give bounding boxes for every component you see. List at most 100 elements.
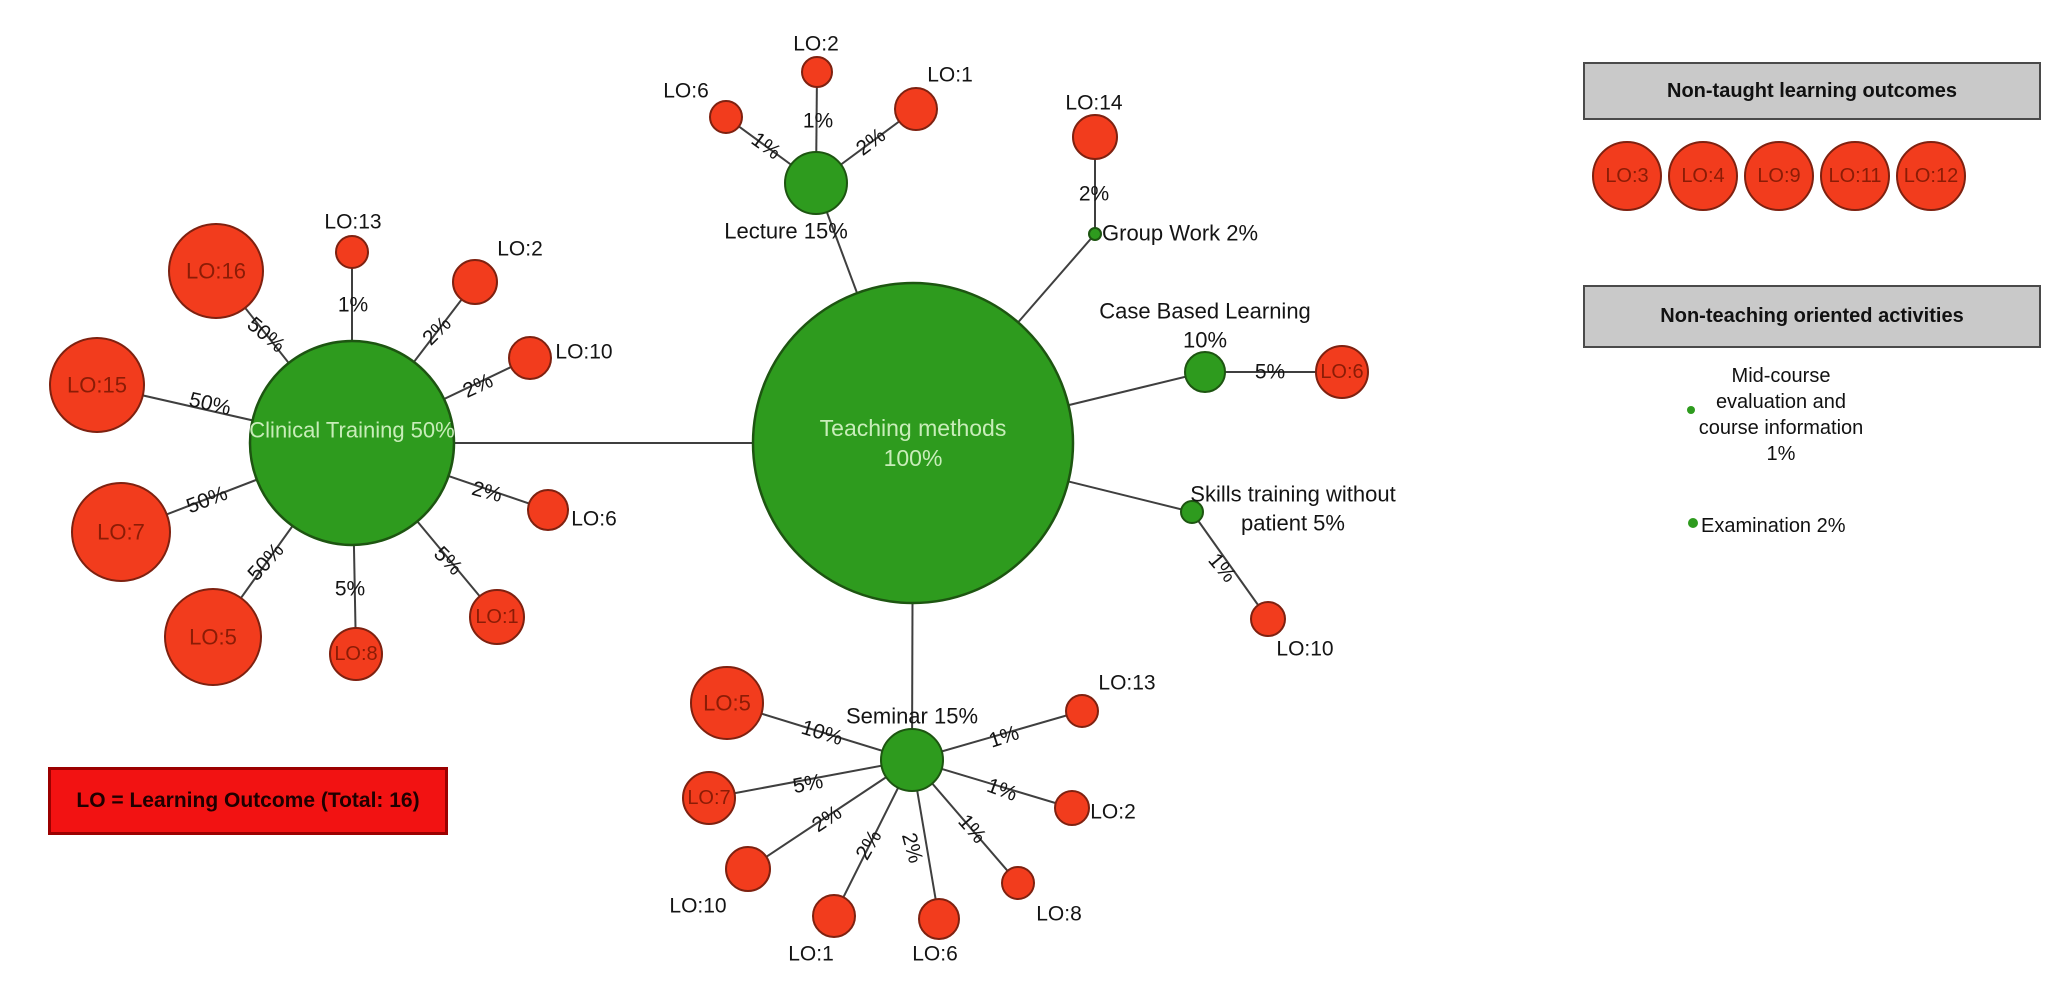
non-taught-lo-circle: LO:3 [1592,141,1662,211]
label-ct-lo13: LO:13 [324,211,381,234]
edge-label-seminar-sem-lo6: 2% [897,830,927,865]
node-lec-lo1 [894,87,938,131]
edge-label-lecture-lec-lo2: 1% [803,110,833,133]
label-ct-lo15: LO:15 [67,373,127,398]
edge-label-case-based-learning-cbl-lo6: 5% [1255,361,1285,384]
node-teaching-methods [751,281,1075,605]
edge-label-seminar-sem-lo13: 1% [986,721,1022,752]
edge-label-seminar-sem-lo5: 10% [799,716,846,750]
node-ct-lo16 [168,223,264,319]
label-ct-lo7: LO:7 [97,520,145,545]
node-st-lo10 [1250,601,1286,637]
edge-label-skills-training-st-lo10: 1% [1203,549,1240,587]
non-teaching-header: Non-teaching oriented activities [1583,285,2041,348]
node-lec-lo6 [709,100,743,134]
node-sem-lo1 [812,894,856,938]
label-sem-lo2: LO:2 [1090,801,1136,824]
node-sem-lo8 [1001,866,1035,900]
label-sem-lo5: LO:5 [703,691,751,716]
node-ct-lo7 [71,482,171,582]
node-ct-lo5 [164,588,262,686]
label-case-based-learning: Case Based Learning [1099,299,1311,324]
node-ct-lo6 [527,489,569,531]
node-sem-lo10 [725,846,771,892]
label-lec-lo6: LO:6 [663,80,709,103]
edge-label-gw-lo14-group-work: 2% [1079,183,1109,206]
label-lecture: Lecture 15% [724,219,848,244]
label-ct-lo8: LO:8 [334,643,377,665]
node-sem-lo7 [682,771,736,825]
label-sem-lo10: LO:10 [669,895,726,918]
node-group-work [1088,227,1102,241]
edge-label-clinical-training-ct-lo15: 50% [187,388,233,420]
examination-item: Examination 2% [1701,515,1846,537]
edge-skills-training-st-lo10 [1191,511,1269,620]
label-ct-lo16: LO:16 [186,259,246,284]
midcourse-line: Mid-course [1731,365,1831,387]
node-sem-lo5 [690,666,764,740]
node-case-based-learning [1184,351,1226,393]
label-lec-lo2: LO:2 [793,33,839,56]
non-taught-header: Non-taught learning outcomes [1583,62,2041,120]
label-sem-lo8: LO:8 [1036,903,1082,926]
label-lec-lo1: LO:1 [927,64,973,87]
edge-seminar-sem-lo7 [708,759,913,799]
edge-label-seminar-sem-lo1: 2% [851,826,886,864]
midcourse-evaluation-item: Mid-course evaluation and course informa… [1631,363,1931,467]
non-taught-lo-circle: LO:4 [1668,141,1738,211]
node-ct-lo8 [329,627,383,681]
edge-seminar-sem-lo10 [747,759,913,870]
edge-label-lecture-lec-lo6: 1% [747,128,785,164]
node-skills-training [1180,500,1204,524]
edge-label-seminar-sem-lo10: 2% [808,801,846,837]
edge-label-clinical-training-ct-lo13: 1% [338,294,368,317]
label-ct-lo1: LO:1 [475,606,518,628]
midcourse-line: 1% [1766,443,1796,465]
label-cbl-lo6: LO:6 [1320,361,1363,383]
label-ct-lo5: LO:5 [189,625,237,650]
edge-label-clinical-training-ct-lo2: 2% [418,312,456,350]
edge-label-seminar-sem-lo7: 5% [791,770,825,798]
midcourse-line: course information [1698,417,1864,439]
non-taught-lo-circle: LO:12 [1896,141,1966,211]
examination-dot-icon [1688,518,1698,528]
edge-label-clinical-training-ct-lo7: 50% [183,482,230,519]
label-gw-lo14: LO:14 [1065,92,1123,115]
node-cbl-lo6 [1315,345,1369,399]
midcourse-dot-icon [1687,406,1695,414]
edge-label-seminar-sem-lo2: 1% [984,774,1020,806]
non-taught-outcomes-row: LO:3 LO:4 LO:9 LO:11 LO:12 [1592,141,1966,211]
legend-box: LO = Learning Outcome (Total: 16) [48,767,448,835]
node-gw-lo14 [1072,114,1118,160]
node-sem-lo6 [918,898,960,940]
label-sem-lo6: LO:6 [912,943,958,966]
label-ct-lo10: LO:10 [555,341,612,364]
node-sem-lo13 [1065,694,1099,728]
edge-label-clinical-training-ct-lo16: 50% [243,313,290,358]
edge-label-clinical-training-ct-lo10: 2% [459,369,496,403]
label-ct-lo2: LO:2 [497,238,543,261]
label-skills-training: Skills training without [1190,482,1395,507]
node-ct-lo1 [469,589,525,645]
label-teaching-methods: Teaching methods [820,415,1007,441]
node-ct-lo2 [452,259,498,305]
node-clinical-training [248,339,456,547]
edge-label-clinical-training-ct-lo5: 50% [243,539,288,586]
edge-label-clinical-training-ct-lo8: 5% [335,578,365,601]
non-taught-lo-circle: LO:11 [1820,141,1890,211]
node-seminar [880,728,944,792]
node-lecture [784,151,848,215]
label-sem-lo7: LO:7 [687,787,730,809]
node-ct-lo15 [49,337,145,433]
label-case-based-learning: 10% [1183,328,1227,353]
node-ct-lo13 [335,235,369,269]
label-ct-lo6: LO:6 [571,508,617,531]
node-ct-lo10 [508,336,552,380]
label-clinical-training: Clinical Training 50% [249,418,454,443]
label-st-lo10: LO:10 [1276,638,1333,661]
edge-label-lecture-lec-lo1: 2% [852,124,890,161]
label-seminar: Seminar 15% [846,704,978,729]
label-sem-lo13: LO:13 [1098,672,1155,695]
